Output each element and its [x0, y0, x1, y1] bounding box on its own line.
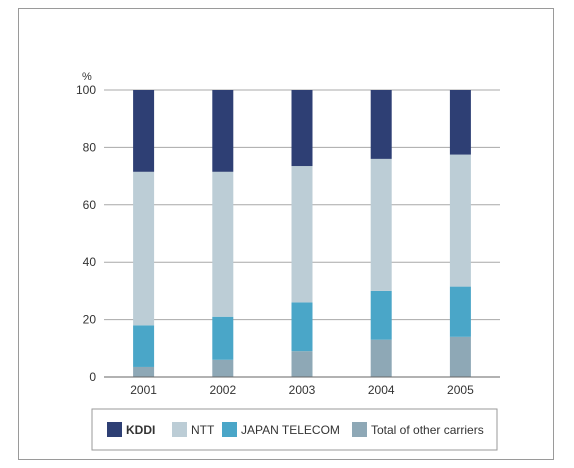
legend-label: JAPAN TELECOM: [241, 423, 340, 437]
x-tick-label: 2004: [368, 383, 395, 397]
bar-segment: [449, 90, 471, 155]
legend-swatch: [172, 422, 187, 437]
y-tick-label: 0: [89, 370, 96, 384]
x-tick-label: 2002: [209, 383, 236, 397]
legend-swatch: [107, 422, 122, 437]
y-tick-label: 40: [83, 255, 97, 269]
bar-segment: [212, 171, 234, 317]
bar-segment: [370, 90, 392, 159]
legend-label: NTT: [191, 423, 215, 437]
bar-segment: [212, 316, 234, 360]
bar-segment: [133, 90, 155, 172]
bar-segment: [133, 171, 155, 326]
axes: 0 20 40 60 80 100 2001 2002 2003 2004 2005: [76, 83, 500, 397]
bar-segment: [133, 325, 155, 367]
legend-swatch: [352, 422, 367, 437]
legend: KDDI NTT JAPAN TELECOM Total of other carri…: [91, 408, 498, 451]
bar-segment: [212, 359, 234, 377]
bar-segment: [291, 351, 313, 377]
legend-label: Total of other carriers: [371, 423, 484, 437]
bar-segment: [449, 286, 471, 337]
y-tick-label: 20: [83, 313, 97, 327]
bar-segment: [291, 90, 313, 167]
bar-segment: [291, 166, 313, 303]
bar-segment: [370, 158, 392, 291]
x-tick-label: 2005: [447, 383, 474, 397]
x-tick-label: 2001: [130, 383, 157, 397]
bar-segment: [212, 90, 234, 172]
bar-segment: [370, 290, 392, 340]
bar-segment: [291, 302, 313, 352]
bar-segment: [133, 366, 155, 377]
bars: [133, 90, 471, 377]
y-axis-unit-label: %: [82, 71, 92, 83]
x-tick-label: 2003: [289, 383, 316, 397]
legend-label: KDDI: [126, 423, 155, 437]
y-tick-label: 60: [83, 198, 97, 212]
bar-segment: [449, 154, 471, 287]
bar-segment: [449, 336, 471, 377]
y-tick-label: 80: [83, 140, 97, 154]
bar-segment: [370, 339, 392, 377]
y-tick-label: 100: [76, 83, 96, 97]
legend-swatch: [222, 422, 237, 437]
legend-box: [91, 408, 498, 451]
